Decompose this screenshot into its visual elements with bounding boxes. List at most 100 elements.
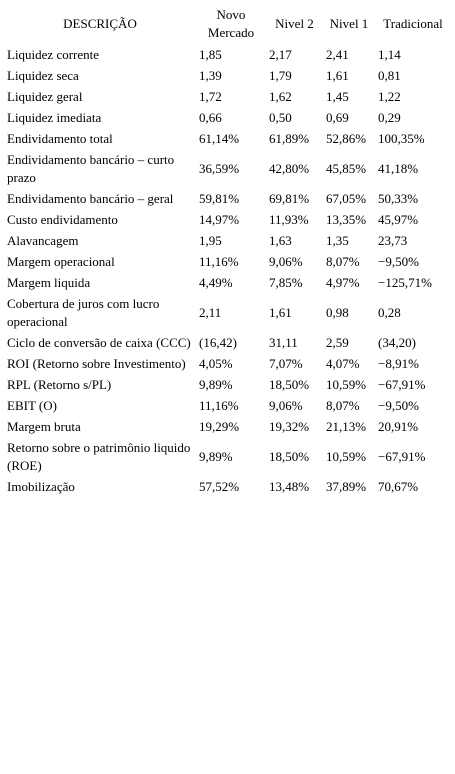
row-label: Liquidez seca xyxy=(7,67,79,83)
table-row: Alavancagem 1,95 1,63 1,35 23,73 xyxy=(4,230,451,251)
row-label: Retorno sobre o patrimônio liquido (ROE) xyxy=(7,439,191,473)
table-row: Endividamento total 61,14% 61,89% 52,86% 100… xyxy=(4,128,451,149)
table-row: ROI (Retorno sobre Investimento) 4,05% 7,0… xyxy=(4,353,451,374)
table-row: Margem liquida 4,49% 7,85% 4,97% −125,71% xyxy=(4,272,451,293)
row-label: Liquidez imediata xyxy=(7,109,102,125)
cell-value: 9,06% xyxy=(269,397,303,413)
cell-value: 50,33% xyxy=(378,190,419,206)
table-row: RPL (Retorno s/PL) 9,89% 18,50% 10,59% −67,9… xyxy=(4,374,451,395)
table-row: Liquidez geral 1,72 1,62 1,45 1,22 xyxy=(4,86,451,107)
cell-value: 9,89% xyxy=(199,448,233,464)
cell-value: 100,35% xyxy=(378,130,425,146)
cell-value: 0,50 xyxy=(269,109,292,125)
header-row: DESCRIÇÃO Novo Mercado Nivel 2 Nivel 1 Tradi… xyxy=(4,4,451,44)
cell-value: 1,61 xyxy=(326,67,349,83)
cell-value: 1,61 xyxy=(269,304,292,320)
cell-value: 31,11 xyxy=(269,334,298,350)
column-header: DESCRIÇÃO xyxy=(63,16,137,31)
row-label: Margem liquida xyxy=(7,274,91,290)
row-label: Endividamento bancário – geral xyxy=(7,190,174,206)
table-row: Imobilização 57,52% 13,48% 37,89% 70,67% xyxy=(4,476,451,497)
cell-value: 7,85% xyxy=(269,274,303,290)
cell-value: 23,73 xyxy=(378,232,408,248)
cell-value: 4,05% xyxy=(199,355,233,371)
cell-value: 18,50% xyxy=(269,376,310,392)
row-label: EBIT (O) xyxy=(7,397,57,413)
row-label: Endividamento total xyxy=(7,130,113,146)
row-label: Margem bruta xyxy=(7,418,81,434)
cell-value: 19,29% xyxy=(199,418,240,434)
row-label: Cobertura de juros com lucro operacional xyxy=(7,295,160,329)
cell-value: 1,45 xyxy=(326,88,349,104)
cell-value: 11,93% xyxy=(269,211,309,227)
cell-value: 42,80% xyxy=(269,160,310,176)
cell-value: 10,59% xyxy=(326,376,367,392)
cell-value: 4,97% xyxy=(326,274,360,290)
cell-value: 36,59% xyxy=(199,160,240,176)
table-body: Liquidez corrente 1,85 2,17 2,41 1,14 Liquide… xyxy=(4,44,451,497)
cell-value: 41,18% xyxy=(378,160,419,176)
cell-value: 2,41 xyxy=(326,46,349,62)
cell-value: 0,28 xyxy=(378,304,401,320)
cell-value: 45,97% xyxy=(378,211,419,227)
cell-value: 19,32% xyxy=(269,418,310,434)
cell-value: 2,17 xyxy=(269,46,292,62)
page: {"table": { "headers": ["DESCRIÇÃO", "No… xyxy=(0,4,455,774)
cell-value: −8,91% xyxy=(378,355,419,371)
cell-value: 59,81% xyxy=(199,190,240,206)
row-label: ROI (Retorno sobre Investimento) xyxy=(7,355,186,371)
cell-value: 11,16% xyxy=(199,253,239,269)
cell-value: 69,81% xyxy=(269,190,310,206)
cell-value: 57,52% xyxy=(199,478,240,494)
cell-value: 4,07% xyxy=(326,355,360,371)
column-header: Nivel 2 xyxy=(275,16,314,31)
column-header: Novo Mercado xyxy=(207,7,255,40)
cell-value: 0,29 xyxy=(378,109,401,125)
cell-value: 1,62 xyxy=(269,88,292,104)
table-row: Cobertura de juros com lucro operacional… xyxy=(4,293,451,332)
cell-value: 1,95 xyxy=(199,232,222,248)
cell-value: 45,85% xyxy=(326,160,367,176)
cell-value: 18,50% xyxy=(269,448,310,464)
table-row: Endividamento bancário – geral 59,81% 69,8… xyxy=(4,188,451,209)
cell-value: 70,67% xyxy=(378,478,419,494)
cell-value: 1,14 xyxy=(378,46,401,62)
cell-value: 1,63 xyxy=(269,232,292,248)
cell-value: 37,89% xyxy=(326,478,367,494)
cell-value: 4,49% xyxy=(199,274,233,290)
cell-value: 10,59% xyxy=(326,448,367,464)
row-label: Liquidez geral xyxy=(7,88,83,104)
cell-value: −9,50% xyxy=(378,397,419,413)
cell-value: 1,35 xyxy=(326,232,349,248)
cell-value: 2,11 xyxy=(199,304,222,320)
cell-value: 0,98 xyxy=(326,304,349,320)
cell-value: 0,66 xyxy=(199,109,222,125)
cell-value: 14,97% xyxy=(199,211,240,227)
row-label: RPL (Retorno s/PL) xyxy=(7,376,112,392)
table-row: Custo endividamento 14,97% 11,93% 13,35% 45,… xyxy=(4,209,451,230)
cell-value: 20,91% xyxy=(378,418,419,434)
cell-value: 7,07% xyxy=(269,355,303,371)
table-row: Liquidez seca 1,39 1,79 1,61 0,81 xyxy=(4,65,451,86)
cell-value: −67,91% xyxy=(378,376,426,392)
row-label: Ciclo de conversão de caixa (CCC) xyxy=(7,334,191,350)
cell-value: 21,13% xyxy=(326,418,367,434)
row-label: Margem operacional xyxy=(7,253,115,269)
cell-value: 9,06% xyxy=(269,253,303,269)
cell-value: 11,16% xyxy=(199,397,239,413)
table-row: Liquidez imediata 0,66 0,50 0,69 0,29 xyxy=(4,107,451,128)
table-row: Retorno sobre o patrimônio liquido (ROE)… xyxy=(4,437,451,476)
cell-value: 13,35% xyxy=(326,211,367,227)
table-row: Liquidez corrente 1,85 2,17 2,41 1,14 xyxy=(4,44,451,65)
cell-value: 67,05% xyxy=(326,190,367,206)
cell-value: 9,89% xyxy=(199,376,233,392)
cell-value: 1,85 xyxy=(199,46,222,62)
column-header: Nivel 1 xyxy=(329,16,369,31)
row-label: Liquidez corrente xyxy=(7,46,100,62)
table-row: Margem bruta 19,29% 19,32% 21,13% 20,91% xyxy=(4,416,451,437)
row-label: Imobilização xyxy=(7,478,75,494)
cell-value: 1,39 xyxy=(199,67,222,83)
indicator-table: DESCRIÇÃO Novo Mercado Nivel 2 Nivel 1 Tradi… xyxy=(4,4,451,497)
cell-value: 52,86% xyxy=(326,130,367,146)
cell-value: (34,20) xyxy=(378,334,416,350)
